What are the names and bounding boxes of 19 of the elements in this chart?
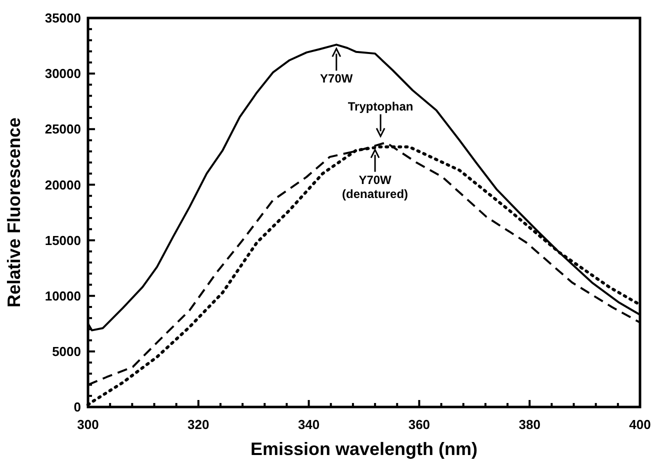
y-tick-label: 20000: [44, 177, 81, 192]
y-tick-label: 15000: [44, 232, 81, 248]
x-tick-label: 340: [298, 417, 320, 432]
annotation: Y70W: [320, 72, 354, 86]
y-tick-label: 5000: [52, 344, 81, 359]
x-tick-label: 380: [518, 417, 540, 432]
x-tick-label: 320: [188, 417, 210, 432]
x-tick-label: 360: [408, 417, 430, 432]
annotation: Tryptophan: [348, 99, 414, 114]
y-tick-label: 25000: [44, 122, 81, 137]
y-axis-title: Relative Fluorescence: [4, 117, 24, 308]
annotation: Y70W (denatured): [342, 172, 408, 201]
y-tick-label: 35000: [44, 10, 81, 26]
x-axis-title: Emission wavelength (nm): [250, 439, 478, 459]
y-tick-label: 30000: [44, 66, 81, 82]
y-tick-label: 0: [74, 400, 81, 415]
x-tick-label: 400: [629, 417, 651, 432]
x-tick-label: 300: [77, 417, 99, 432]
y-tick-label: 10000: [44, 288, 81, 304]
